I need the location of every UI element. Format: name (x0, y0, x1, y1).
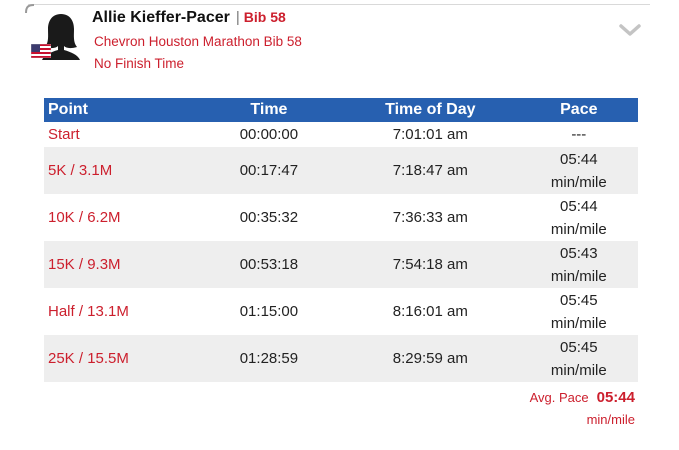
split-point: 10K / 6.2M (48, 209, 121, 226)
table-row: 5K / 3.1M 00:17:47 7:18:47 am 05:44 min/m… (44, 147, 638, 194)
pace-value: 05:44 (560, 150, 598, 168)
split-pace: 05:45 min/mile (519, 335, 638, 382)
split-time: 00:35:32 (239, 209, 299, 226)
column-header-time: Time (196, 98, 341, 122)
pace-value: 05:43 (560, 244, 598, 262)
card-top-border (28, 4, 650, 5)
average-pace-value: 05:44 (596, 389, 635, 406)
average-pace-label: Avg. Pace (529, 390, 589, 405)
pace-value: 05:45 (560, 291, 598, 309)
person-silhouette-icon (42, 14, 80, 60)
pace-unit: min/mile (550, 314, 607, 332)
split-point: Start (48, 126, 80, 143)
pace-unit: min/mile (550, 361, 607, 379)
split-point: 15K / 9.3M (44, 241, 197, 288)
chevron-down-icon[interactable] (618, 22, 642, 38)
split-time: 00:53:18 (196, 241, 341, 288)
pace-value: 05:45 (560, 338, 598, 356)
column-header-time-of-day: Time of Day (340, 98, 520, 122)
table-row: Start 00:00:00 7:01:01 am --- (44, 122, 638, 147)
split-point: 25K / 15.5M (44, 335, 197, 382)
bib-number: Bib 58 (243, 9, 286, 25)
split-time-of-day: 7:18:47 am (340, 147, 520, 194)
pace-unit: min/mile (550, 173, 607, 191)
split-point: Half / 13.1M (48, 303, 129, 320)
split-time-of-day: 8:16:01 am (392, 303, 468, 320)
table-row: 25K / 15.5M 01:28:59 8:29:59 am 05:45 min… (44, 335, 638, 382)
split-pace: --- (520, 122, 638, 147)
pace-unit: min/mile (550, 267, 607, 285)
name-separator: | (235, 9, 240, 26)
split-time-of-day: 7:54:18 am (340, 241, 520, 288)
average-pace-unit: min/mile (586, 412, 635, 427)
split-time: 01:15:00 (239, 303, 299, 320)
pace-unit: min/mile (550, 220, 607, 238)
corner-curl-icon (25, 4, 35, 14)
split-time-of-day: 7:36:33 am (392, 209, 468, 226)
split-time: 00:17:47 (196, 147, 341, 194)
athlete-name: Allie Kieffer-Pacer (92, 9, 230, 26)
column-header-point: Point (44, 98, 197, 122)
pace-value: 05:44 (560, 197, 598, 215)
split-pace: 05:44 min/mile (519, 147, 638, 194)
split-time: 00:00:00 (239, 126, 299, 143)
race-name: Chevron Houston Marathon Bib 58 (94, 34, 302, 49)
split-time-of-day: 8:29:59 am (340, 335, 520, 382)
column-header-pace: Pace (519, 98, 638, 122)
splits-table: Point Time Time of Day Pace Start 00:00:… (44, 98, 638, 382)
pace-value: --- (571, 126, 587, 143)
split-time-of-day: 7:01:01 am (392, 126, 468, 143)
table-header-row: Point Time Time of Day Pace (44, 98, 638, 122)
split-time: 01:28:59 (196, 335, 341, 382)
average-pace: Avg. Pace 05:44 min/mile (530, 387, 635, 431)
table-row: 15K / 9.3M 00:53:18 7:54:18 am 05:43 min/… (44, 241, 638, 288)
athlete-header: Allie Kieffer-Pacer | Bib 58 (92, 9, 286, 27)
split-pace: 05:43 min/mile (519, 241, 638, 288)
split-pace: 05:44 min/mile (520, 194, 638, 241)
split-pace: 05:45 min/mile (520, 288, 638, 335)
split-point: 5K / 3.1M (44, 147, 197, 194)
us-flag-icon (31, 44, 51, 58)
table-row: Half / 13.1M 01:15:00 8:16:01 am 05:45 mi… (44, 288, 638, 335)
table-row: 10K / 6.2M 00:35:32 7:36:33 am 05:44 min/… (44, 194, 638, 241)
finish-status: No Finish Time (94, 56, 185, 71)
